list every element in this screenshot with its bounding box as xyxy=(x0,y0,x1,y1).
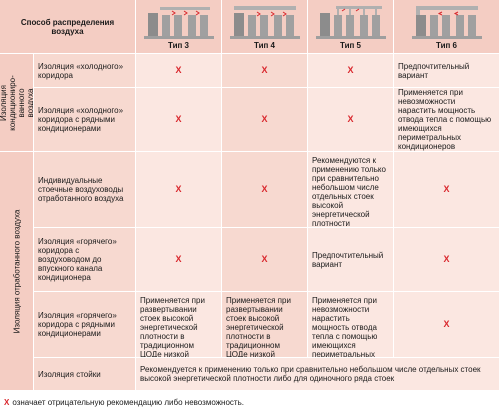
cell-text: Применяется при развертывании стоек высо… xyxy=(226,296,291,358)
group-label-exhaust-text: Изоляция отработанного воздуха xyxy=(12,209,22,333)
cell-r3-type4: X xyxy=(222,152,308,228)
row-label-cold-aisle: Изоляция «холодного» коридора xyxy=(34,54,136,88)
cell-text: Предпочтительный вариант xyxy=(398,61,470,80)
cell-text: Рекомендуются к применению только при ср… xyxy=(312,156,386,228)
cell-text: Применяется при невозможности нарастить … xyxy=(398,88,492,151)
cell-r5-type5: Применяется при невозможности нарастить … xyxy=(308,292,394,358)
group-label-exhaust: Изоляция отработанного воздуха xyxy=(0,152,34,391)
x-mark: X xyxy=(347,114,354,124)
x-mark: X xyxy=(261,114,268,124)
cell-r2-type3: X xyxy=(136,88,222,152)
cell-r2-type4: X xyxy=(222,88,308,152)
cell-r1-type3: X xyxy=(136,54,222,88)
x-mark: X xyxy=(443,184,450,194)
column-header-type4-label: Тип 4 xyxy=(253,41,275,50)
x-mark: X xyxy=(261,184,268,194)
x-mark: X xyxy=(261,254,268,264)
row-label-cold-aisle-inrow: Изоляция «холодного» коридора с рядными … xyxy=(34,88,136,152)
cell-text: Применяется при невозможности нарастить … xyxy=(312,296,378,358)
cell-r4-type5: Предпочтительный вариант xyxy=(308,228,394,292)
cell-text: Рекомендуется к применению только при ср… xyxy=(140,365,481,383)
x-mark: X xyxy=(175,254,182,264)
column-header-type3-label: Тип 3 xyxy=(167,41,189,50)
row-label-rack-isolation: Изоляция стойки xyxy=(34,358,136,391)
footnote-x-mark: X xyxy=(4,398,10,407)
row-label-cold-aisle-inrow-text: Изоляция «холодного» коридора с рядными … xyxy=(38,106,124,133)
cell-r3-type6: X xyxy=(394,152,500,228)
cell-r4-type4: X xyxy=(222,228,308,292)
group-label-conditioned-text: Изоляция кондициониро-ванного воздуха xyxy=(0,74,34,131)
column-header-type5: Тип 5 xyxy=(308,0,394,54)
type6-diagram-icon xyxy=(411,6,482,39)
cell-r2-type5: X xyxy=(308,88,394,152)
column-header-type6: Тип 6 xyxy=(394,0,500,54)
column-header-type4: Тип 4 xyxy=(222,0,308,54)
x-mark: X xyxy=(443,319,450,329)
cell-r1-type4: X xyxy=(222,54,308,88)
cell-r5-type4: Применяется при развертывании стоек высо… xyxy=(222,292,308,358)
corner-header-label: Способ распределения воздуха xyxy=(20,17,115,36)
row-label-rack-ducts: Индивидуальные стоечные воздуховоды отра… xyxy=(34,152,136,228)
row-label-rack-isolation-text: Изоляция стойки xyxy=(38,369,101,379)
row-label-cold-aisle-text: Изоляция «холодного» коридора xyxy=(38,61,124,80)
column-header-type5-label: Тип 5 xyxy=(339,41,361,50)
footnote-text: означает отрицательную рекомендацию либо… xyxy=(12,398,244,407)
cell-r2-type6: Применяется при невозможности нарастить … xyxy=(394,88,500,152)
row-label-hot-aisle-inrow: Изоляция «горячего» коридора с рядными к… xyxy=(34,292,136,358)
cell-r1-type6: Предпочтительный вариант xyxy=(394,54,500,88)
cell-r3-type3: X xyxy=(136,152,222,228)
row-label-rack-ducts-text: Индивидуальные стоечные воздуховоды отра… xyxy=(38,176,124,203)
cell-r1-type5: X xyxy=(308,54,394,88)
cell-text: Предпочтительный вариант xyxy=(312,250,384,269)
type5-diagram-icon xyxy=(315,6,386,39)
row-label-hot-aisle-duct-text: Изоляция «горячего» коридора с воздухово… xyxy=(38,237,117,282)
column-header-type3: Тип 3 xyxy=(136,0,222,54)
cell-r4-type6: X xyxy=(394,228,500,292)
row-label-hot-aisle-duct: Изоляция «горячего» коридора с воздухово… xyxy=(34,228,136,292)
x-mark: X xyxy=(175,184,182,194)
row-label-hot-aisle-inrow-text: Изоляция «горячего» коридора с рядными к… xyxy=(38,311,117,338)
cell-r4-type3: X xyxy=(136,228,222,292)
x-mark: X xyxy=(175,65,182,75)
cell-r3-type5: Рекомендуются к применению только при ср… xyxy=(308,152,394,228)
type3-diagram-icon xyxy=(143,7,214,39)
x-mark: X xyxy=(261,65,268,75)
comparison-table: Способ распределения воздуха Тип 3 xyxy=(0,0,500,391)
type4-diagram-icon xyxy=(229,6,300,39)
x-mark: X xyxy=(443,254,450,264)
cell-text: Применяется при развертывании стоек высо… xyxy=(140,296,205,358)
group-label-conditioned: Изоляция кондициониро-ванного воздуха xyxy=(0,54,34,152)
x-mark: X xyxy=(175,114,182,124)
column-header-type6-label: Тип 6 xyxy=(435,41,457,50)
cell-rack-isolation: Рекомендуется к применению только при ср… xyxy=(136,358,500,391)
x-mark: X xyxy=(347,65,354,75)
cell-r5-type6: X xyxy=(394,292,500,358)
cell-r5-type3: Применяется при развертывании стоек высо… xyxy=(136,292,222,358)
corner-header: Способ распределения воздуха xyxy=(0,0,136,54)
